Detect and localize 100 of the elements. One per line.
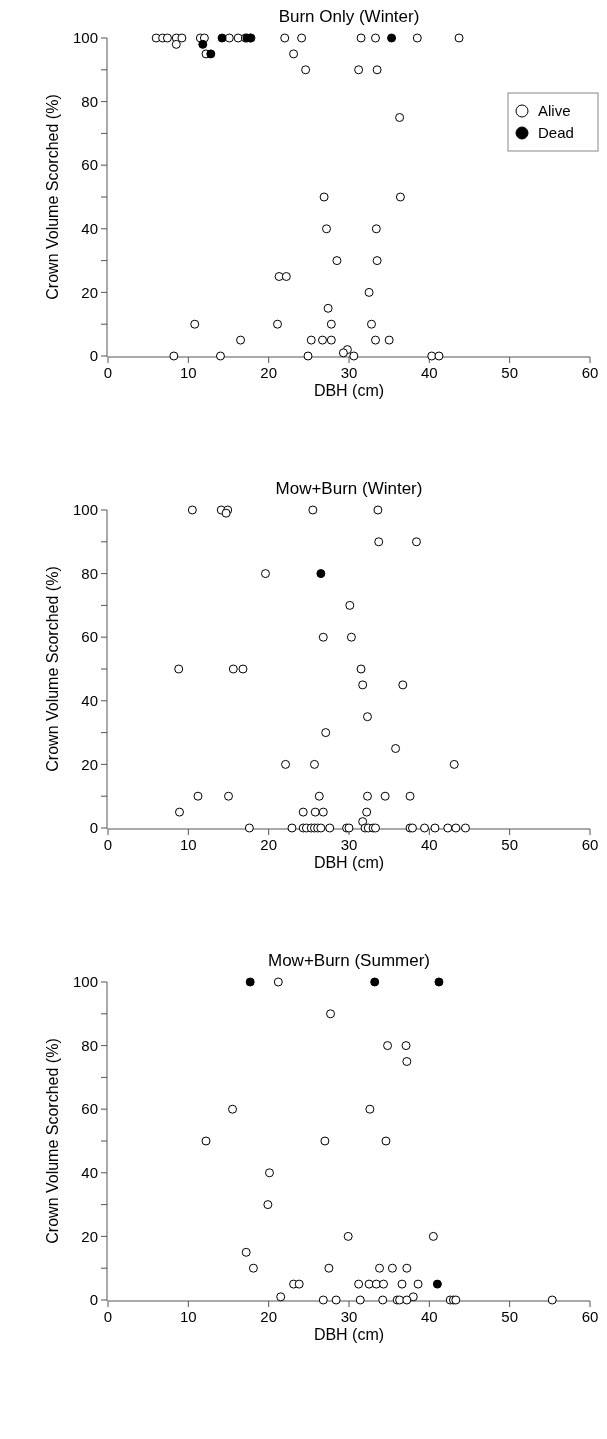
y-tick-label: 20: [81, 283, 98, 301]
point: [362, 712, 372, 722]
point: [434, 351, 444, 361]
point: [449, 759, 459, 769]
point: [451, 823, 461, 833]
point: [217, 33, 227, 43]
legend-label: Dead: [538, 124, 574, 142]
point: [364, 1279, 374, 1289]
point: [371, 335, 381, 345]
point: [402, 1057, 412, 1066]
point: [460, 823, 470, 833]
point: [362, 807, 372, 817]
point: [356, 33, 366, 43]
point: [331, 1295, 341, 1305]
y-axis-title: Crown Volume Scorched (%): [44, 1038, 61, 1244]
point: [318, 1295, 328, 1305]
point: [412, 33, 422, 43]
point: [274, 272, 284, 281]
point: [281, 272, 291, 281]
point: [402, 1295, 412, 1305]
point: [201, 1136, 211, 1146]
x-tick-label: 60: [581, 1308, 599, 1325]
y-tick-label: 80: [81, 92, 98, 110]
y-axis-title: Crown Volume Scorched (%): [44, 94, 61, 300]
y-tick-label: 0: [89, 1291, 98, 1309]
point: [187, 505, 197, 515]
point: [374, 537, 384, 547]
y-tick-label: 20: [81, 1227, 98, 1245]
point: [224, 791, 233, 801]
point: [193, 791, 203, 801]
point: [428, 1231, 438, 1241]
x-tick-label: 20: [260, 1308, 278, 1325]
point: [233, 33, 243, 43]
y-tick-label: 100: [72, 973, 98, 991]
x-tick-label: 10: [179, 364, 197, 381]
y-tick-label: 100: [72, 501, 98, 519]
point: [301, 65, 311, 75]
x-tick-label: 30: [340, 1308, 358, 1325]
point: [343, 1231, 353, 1241]
point: [432, 1279, 442, 1289]
point: [375, 1263, 385, 1273]
point: [430, 823, 440, 833]
point: [325, 823, 335, 833]
point: [411, 537, 421, 547]
point: [378, 1295, 388, 1305]
point: [303, 351, 313, 361]
x-tick-label: 50: [501, 836, 519, 853]
point: [420, 823, 430, 833]
point: [547, 1295, 557, 1305]
y-tick-label: 60: [81, 628, 98, 646]
point: [379, 1279, 389, 1289]
point: [366, 319, 376, 329]
point: [310, 807, 320, 817]
point: [316, 569, 326, 579]
y-tick-label: 40: [81, 692, 98, 710]
point: [317, 335, 327, 345]
y-tick-label: 0: [89, 819, 98, 837]
point: [238, 664, 248, 674]
point: [318, 807, 328, 817]
point: [308, 505, 318, 515]
point: [395, 192, 405, 202]
point: [345, 600, 355, 610]
point: [354, 65, 364, 75]
point: [264, 1168, 274, 1178]
y-tick-label: 40: [81, 220, 98, 238]
point: [434, 977, 444, 987]
x-tick-label: 40: [420, 364, 438, 381]
point: [318, 632, 328, 642]
point: [364, 287, 374, 297]
point: [349, 351, 359, 361]
point: [228, 664, 238, 674]
x-tick-label: 10: [179, 1308, 197, 1325]
y-tick-label: 80: [81, 1036, 98, 1054]
point: [215, 351, 225, 361]
point: [260, 569, 270, 579]
x-tick-label: 20: [260, 364, 278, 381]
point: [332, 256, 342, 266]
point: [321, 728, 331, 738]
x-tick-label: 50: [501, 1308, 519, 1325]
point: [370, 977, 380, 987]
point: [287, 823, 297, 833]
point: [326, 319, 336, 329]
point: [383, 1041, 393, 1051]
point: [402, 1263, 412, 1273]
point: [372, 256, 382, 266]
y-tick-label: 80: [81, 564, 98, 582]
point: [365, 1104, 375, 1114]
chart-title: Burn Only (Winter): [278, 7, 420, 26]
point: [319, 192, 329, 202]
point: [276, 1292, 286, 1302]
point: [206, 49, 216, 59]
point: [397, 1279, 407, 1289]
point: [346, 632, 356, 642]
point: [280, 33, 290, 43]
point: [289, 49, 299, 59]
point: [294, 1279, 304, 1289]
point: [236, 335, 246, 345]
point: [322, 224, 332, 234]
point: [224, 33, 234, 43]
x-tick-label: 40: [420, 1308, 438, 1325]
